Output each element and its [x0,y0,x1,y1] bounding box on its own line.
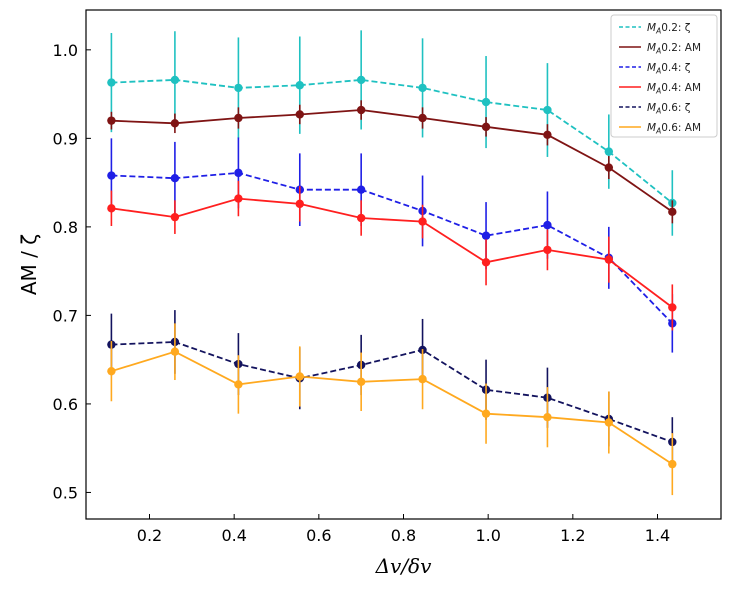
data-point [170,75,180,85]
series-line [111,197,673,309]
data-point [604,147,614,156]
data-point [604,418,614,427]
data-point [356,185,366,194]
data-point [418,217,427,226]
data-point [481,122,491,132]
data-point [107,78,116,87]
data-point [234,113,243,123]
legend-label: MA0.4: AM [647,82,701,96]
legend-label: MA0.6: AM [647,122,701,136]
data-point [107,116,116,125]
x-tick-label: 0.4 [221,526,246,545]
x-axis-label: Δv/δv [375,554,433,578]
data-point [418,83,427,93]
data-point [234,194,243,203]
x-tick-label: 1.2 [560,526,585,545]
y-tick-label: 0.9 [53,129,78,148]
data-point [543,130,552,140]
x-tick-label: 0.8 [391,526,416,545]
y-tick-label: 0.5 [53,483,78,502]
data-point [543,413,552,422]
x-tick-label: 0.6 [306,526,331,545]
data-point [356,377,366,386]
data-point [295,110,304,119]
series-line [111,171,673,325]
data-point [481,231,491,240]
data-point [604,163,614,172]
y-tick-label: 0.8 [53,218,78,237]
series-3 [107,137,677,353]
data-point [668,303,677,312]
data-point [356,105,366,115]
legend-label: MA0.2: AM [647,42,701,56]
y-tick-label: 0.7 [53,306,78,325]
data-point [170,212,180,222]
series-line [111,350,673,465]
data-point [543,105,552,115]
data-point [543,245,552,255]
series-line [111,341,673,443]
data-point [668,459,677,469]
data-point [107,366,116,376]
data-point [170,347,180,356]
data-point [234,380,243,389]
data-point [234,83,243,93]
data-point [295,372,304,381]
data-point [481,409,491,418]
data-point [107,171,116,180]
y-tick-label: 1.0 [53,41,78,60]
series-4 [107,180,677,331]
data-point [481,97,491,107]
data-point [107,204,116,213]
data-point [295,81,304,90]
x-tick-label: 1.4 [645,526,670,545]
data-point [604,255,614,264]
data-point [668,207,677,217]
legend-label: MA0.4: ζ [647,62,691,76]
series-line [111,109,673,213]
legend-label: MA0.2: ζ [647,22,691,36]
data-point [481,258,491,267]
data-point [356,213,366,223]
series-2 [107,100,677,224]
series-layer [107,30,677,496]
legend-box [610,14,718,138]
series-line [111,78,673,204]
x-tick-label: 0.2 [137,526,162,545]
axes: 0.2 0.4 0.6 0.8 1.0 1.2 1.4 0.5 0.6 0.7 0.8 0.9 1.0 [53,41,671,545]
data-point [543,220,552,230]
legend: MA0.2: ζ MA0.2: AM MA0.4: ζ MA0.4: AM MA0.6:… [610,14,718,138]
data-point [295,199,304,209]
legend-label: MA0.6: ζ [647,102,691,116]
y-tick-label: 0.6 [53,395,78,414]
series-1 [107,30,677,236]
data-point [418,113,427,123]
data-point [356,75,366,85]
x-tick-label: 1.0 [475,526,500,545]
data-point [234,168,243,178]
data-point [418,374,427,384]
series-6 [107,323,677,496]
series-5 [107,310,677,467]
data-point [170,119,180,128]
data-point [170,173,180,183]
y-axis-label: AM / ζ [17,234,41,295]
